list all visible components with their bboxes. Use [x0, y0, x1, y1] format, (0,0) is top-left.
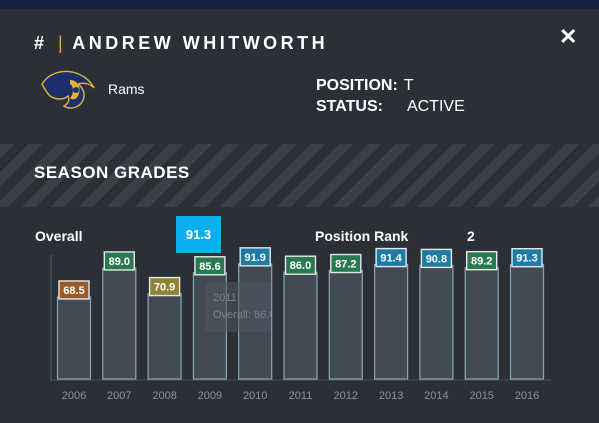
year-tick-label: 2010: [243, 390, 267, 402]
grade-bar[interactable]: [419, 264, 454, 380]
grade-label-box: [420, 248, 453, 269]
grade-tooltip: 2011 Overall: 86.0: [205, 282, 271, 332]
grades-plot: 68.5 2006 89.0 2007 70.9 2008 85.6 2009 91.9 2010…: [50, 247, 551, 402]
player-header: # | ANDREW WHITWORTH ✕ Rams POSITION: T ST…: [0, 9, 599, 144]
top-strip: [0, 0, 599, 9]
grade-value-label: 85.6: [199, 261, 220, 273]
overall-label: Overall: [35, 228, 83, 244]
grade-label-box: [375, 247, 407, 268]
grade-value-label: 86.0: [290, 260, 311, 272]
year-tick-label: 2015: [469, 390, 493, 402]
position-label: POSITION:: [316, 77, 398, 94]
grade-label-box: [284, 255, 317, 275]
season-grades-band: SEASON GRADES: [0, 144, 599, 207]
player-title: # | ANDREW WHITWORTH: [34, 33, 328, 54]
grade-label-box: [330, 253, 362, 274]
grade-value-label: 90.8: [426, 253, 447, 265]
tooltip-year: 2011: [213, 292, 237, 304]
year-tick-label: 2016: [515, 390, 539, 402]
position-rank-value: 2: [467, 228, 475, 244]
year-tick-label: 2008: [152, 390, 176, 402]
grade-value-label: 91.4: [380, 253, 402, 265]
grade-value-label: 89.2: [471, 256, 492, 268]
grade-bar[interactable]: [464, 267, 499, 380]
year-tick-label: 2012: [334, 390, 358, 402]
grade-value-label: 91.3: [516, 253, 537, 265]
grade-value-label: 87.2: [335, 259, 356, 271]
grade-bar[interactable]: [147, 292, 182, 380]
position-row: POSITION: T: [316, 77, 414, 95]
title-separator: |: [58, 33, 67, 53]
overall-grade-badge: 91.3: [176, 216, 221, 253]
year-tick-label: 2007: [107, 390, 131, 402]
jersey-number: #: [34, 33, 48, 53]
position-value: T: [403, 77, 414, 94]
grade-bar[interactable]: [56, 296, 92, 380]
season-grades-chart: 68.5 2006 89.0 2007 70.9 2008 85.6 2009 91.9 2010…: [0, 207, 599, 423]
status-label: STATUS:: [316, 98, 383, 115]
grade-value-label: 89.0: [109, 256, 130, 268]
grade-label-box: [194, 256, 226, 276]
year-tick-label: 2011: [289, 390, 313, 402]
status-value: ACTIVE: [406, 98, 465, 115]
grade-label-box: [148, 276, 181, 297]
position-rank-label: Position Rank: [315, 228, 409, 244]
status-row: STATUS: ACTIVE: [316, 98, 465, 116]
grade-label-box: [511, 247, 543, 268]
year-tick-label: 2014: [424, 390, 448, 402]
team-name: Rams: [108, 81, 145, 97]
grade-label-box: [103, 251, 136, 271]
tooltip-text: Overall: 86.0: [213, 309, 271, 321]
grade-value-label: 70.9: [154, 282, 175, 294]
grade-bar[interactable]: [509, 264, 545, 380]
grade-bar[interactable]: [328, 269, 363, 380]
player-name: ANDREW WHITWORTH: [72, 33, 329, 53]
section-title: SEASON GRADES: [34, 163, 190, 182]
grade-label-box: [58, 280, 90, 300]
rams-logo: [41, 70, 95, 109]
year-tick-label: 2009: [198, 390, 222, 402]
grade-label-box: [466, 250, 498, 271]
grade-value-label: 68.5: [63, 285, 84, 297]
grade-bar[interactable]: [283, 271, 318, 380]
grade-bar[interactable]: [374, 263, 409, 380]
close-icon[interactable]: ✕: [559, 24, 578, 49]
year-tick-label: 2006: [62, 390, 86, 402]
grade-bar[interactable]: [102, 267, 137, 380]
grade-value-label: 91.9: [244, 252, 265, 264]
grade-label-box: [239, 247, 271, 267]
year-tick-label: 2013: [379, 390, 403, 402]
